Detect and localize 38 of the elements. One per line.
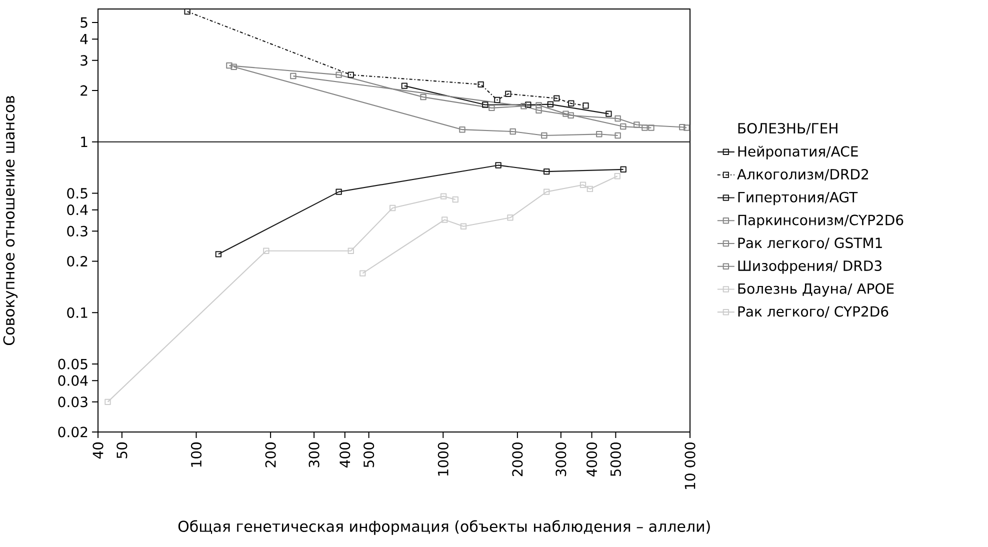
y-tick-label: 0.4 [67, 204, 88, 216]
legend-title: БОЛЕЗНЬ/ГЕН [738, 122, 838, 135]
y-tick-label: 5 [80, 17, 88, 28]
y-tick-label: 0.04 [58, 375, 88, 386]
x-tick-label: 50 [116, 442, 128, 458]
y-tick-label: 0.2 [67, 256, 88, 267]
x-tick-label: 100 [190, 442, 202, 467]
y-tick-label: 0.02 [58, 426, 88, 438]
x-tick-label: 200 [265, 442, 276, 468]
x-tick-label: 3000 [556, 442, 566, 476]
legend-label: Рак легкого/ GSTM1 [738, 238, 882, 250]
y-tick-label: 2 [80, 85, 88, 96]
x-tick-label: 300 [308, 442, 320, 468]
y-tick-label: 0.03 [58, 396, 88, 408]
x-tick-label: 5000 [610, 442, 621, 476]
x-axis-title: Общая генетическая информация (объекты наблюдения – аллели) [178, 520, 710, 535]
x-tick-label: 1000 [438, 442, 448, 476]
y-tick-label: 0.05 [58, 358, 88, 370]
y-tick-label: 0.5 [67, 188, 88, 199]
x-tick-label: 4000 [586, 442, 598, 476]
x-tick-label: 40 [92, 442, 104, 459]
legend-label: Гипертония/AGT [738, 192, 858, 206]
legend-label: Паркинсонизм/CYP2D6 [738, 214, 904, 228]
y-tick-label: 0.3 [67, 226, 88, 236]
legend-label: Рак легкого/ CYP2D6 [738, 306, 888, 318]
x-tick-label: 500 [364, 442, 374, 468]
y-tick-label: 3 [80, 55, 88, 66]
legend-label: Нейропатия/ACE [738, 146, 858, 160]
legend-label: Алкоголизм/DRD2 [737, 168, 868, 181]
y-tick-label: 4 [80, 34, 88, 44]
legend-label: Болезнь Дауна/ APOE [738, 283, 894, 297]
y-tick-label: 0.1 [67, 307, 88, 318]
x-tick-label: 10 000 [684, 442, 696, 489]
legend-label: Шизофрения/ DRD3 [738, 260, 882, 274]
y-tick-label: 1 [81, 136, 88, 147]
x-tick-label: 400 [340, 442, 350, 468]
y-axis-title: Совокупное отношение шансов [3, 96, 18, 346]
x-tick-label: 2000 [512, 442, 523, 476]
